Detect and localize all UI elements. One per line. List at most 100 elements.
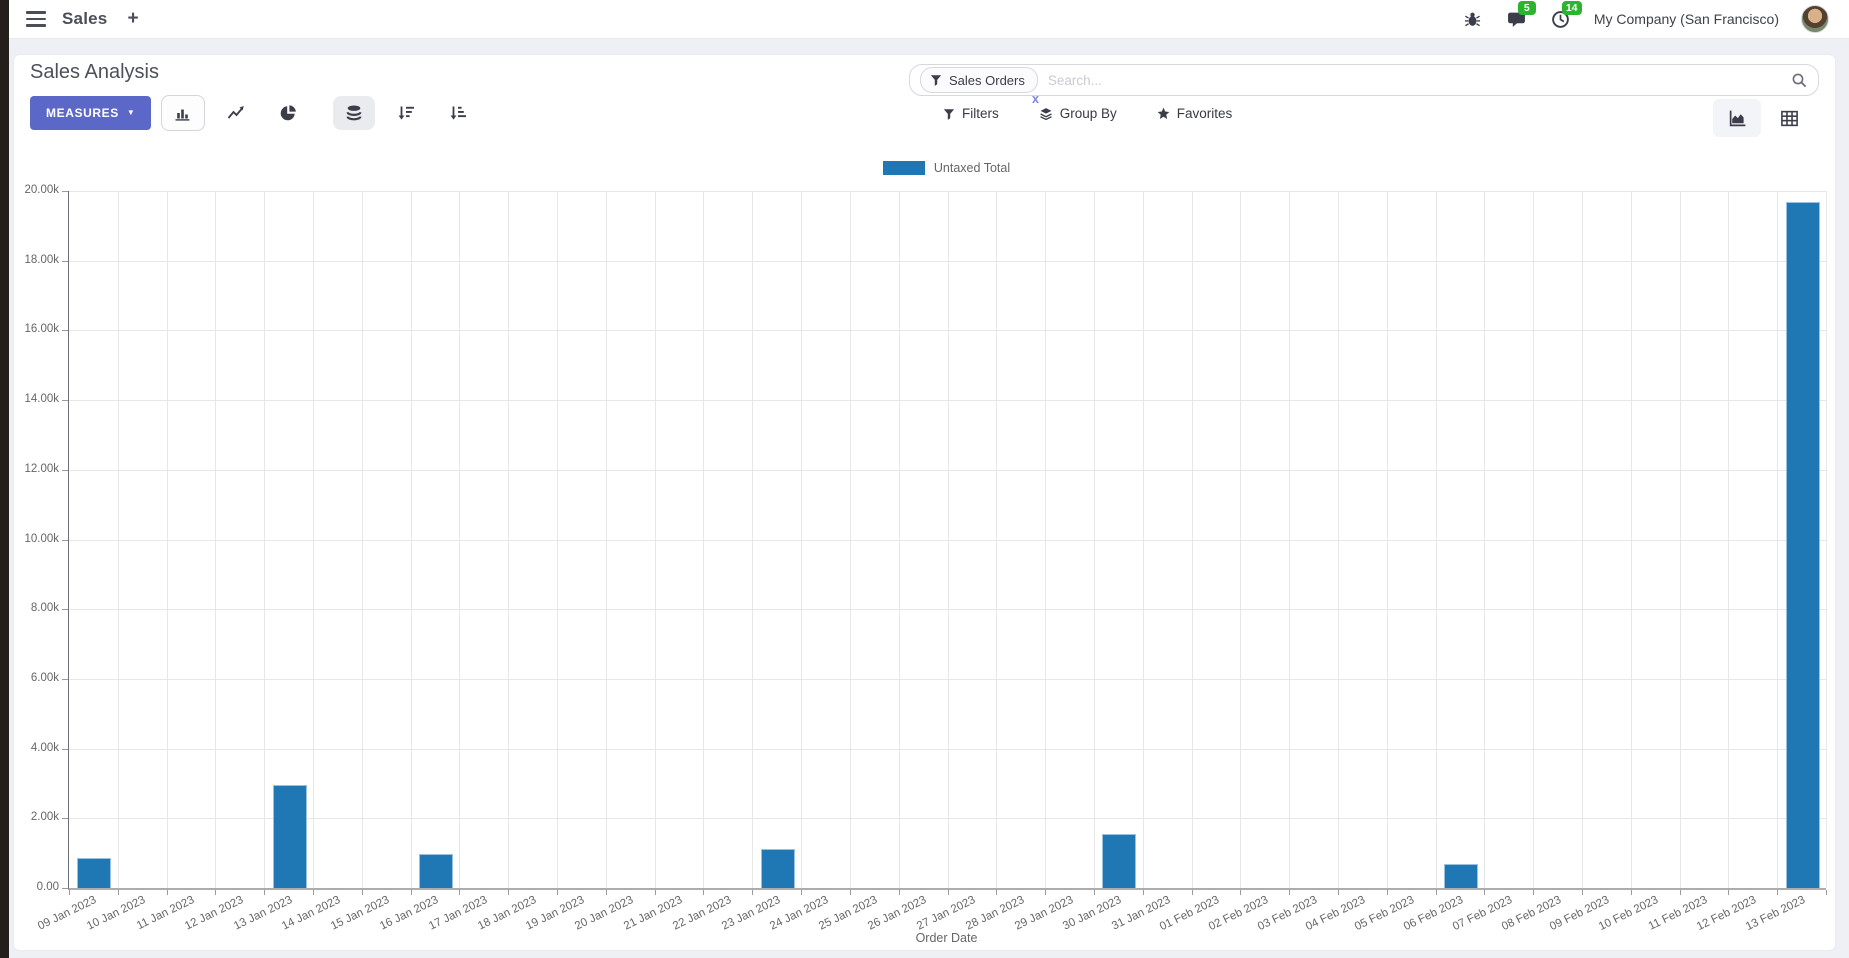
grid-line-vertical [557, 191, 559, 888]
x-axis-tick [1728, 890, 1730, 895]
y-axis-tick [62, 330, 68, 332]
x-axis-tick [703, 890, 705, 895]
y-axis-tick [62, 191, 68, 192]
stacked-button[interactable] [333, 96, 376, 130]
facet-label: Sales Orders [949, 72, 1025, 88]
grid-line-vertical [1093, 191, 1095, 888]
x-axis-tick [1240, 890, 1242, 895]
grid-line-vertical [1826, 191, 1827, 888]
pivot-view-button[interactable] [1765, 99, 1813, 137]
grid-line-vertical [1679, 191, 1681, 888]
x-axis-tick [1630, 890, 1632, 895]
chart-legend[interactable]: Untaxed Total [68, 161, 1825, 175]
line-chart-icon [228, 106, 245, 119]
grid-line-vertical [996, 191, 998, 888]
grid-line-vertical [264, 191, 266, 888]
sort-descending-button[interactable] [385, 96, 427, 130]
facet-remove-button[interactable]: x [1032, 92, 1039, 106]
x-axis-tick [1093, 890, 1095, 895]
grid-line-vertical [215, 191, 217, 888]
bar-13-feb-2023[interactable] [1785, 201, 1820, 888]
grid-line-vertical [1581, 191, 1583, 888]
grid-line-vertical [1533, 191, 1535, 888]
grid-line-vertical [1777, 191, 1779, 888]
sort-ascending-icon [450, 106, 467, 120]
bar-13-jan-2023[interactable] [272, 785, 307, 888]
new-tab-button[interactable]: + [127, 8, 139, 29]
grid-line-vertical [410, 191, 412, 888]
x-axis-tick [605, 890, 607, 895]
grid-line-vertical [1191, 191, 1193, 888]
top-navbar: Sales + 5 [0, 0, 1849, 39]
x-axis-tick [361, 890, 363, 895]
grid-line-vertical [1435, 191, 1437, 888]
x-axis-tick [69, 890, 70, 895]
app-name[interactable]: Sales [62, 9, 108, 28]
company-switcher[interactable]: My Company (San Francisco) [1593, 11, 1779, 27]
bar-30-jan-2023[interactable] [1102, 833, 1137, 888]
y-axis-tick [62, 609, 68, 611]
grid-line-vertical [849, 191, 851, 888]
x-axis-tick [166, 890, 168, 895]
debug-bug-icon[interactable] [1462, 8, 1484, 30]
pivot-table-icon [1780, 110, 1798, 126]
grid-line-vertical [1630, 191, 1632, 888]
x-axis-tick [1777, 890, 1779, 895]
bar-06-feb-2023[interactable] [1443, 864, 1478, 888]
pie-chart-button[interactable] [267, 96, 309, 130]
messages-icon[interactable]: 5 [1506, 1, 1536, 30]
search-facet-sales-orders[interactable]: Sales Orders [920, 67, 1038, 93]
activities-clock-icon[interactable]: 14 [1550, 1, 1582, 30]
bar-chart-button[interactable] [161, 95, 206, 131]
grid-line-vertical [752, 191, 754, 888]
grid-line-vertical [605, 191, 607, 888]
sort-ascending-button[interactable] [437, 96, 479, 130]
line-chart-button[interactable] [215, 96, 257, 130]
graph-view-button[interactable] [1713, 99, 1761, 137]
y-axis-tick [62, 888, 68, 889]
x-axis-tick [1581, 890, 1583, 895]
bar-chart-icon [175, 109, 190, 121]
x-axis-tick [1533, 890, 1535, 895]
grid-line-vertical [459, 191, 461, 888]
filters-menu[interactable]: Filters [943, 106, 999, 121]
x-axis-tick [215, 890, 217, 895]
grid-line-vertical [947, 191, 949, 888]
messages-count-badge: 5 [1517, 1, 1536, 15]
y-axis-label: 6.00k [30, 671, 59, 684]
left-edge-strip [0, 0, 9, 958]
search-bar[interactable]: Sales Orders x [909, 64, 1819, 105]
x-axis-tick [117, 890, 119, 895]
grid-line-vertical [898, 191, 900, 888]
x-axis-tick [752, 890, 754, 895]
bar-09-jan-2023[interactable] [77, 858, 112, 888]
chevron-down-icon: ▼ [126, 108, 136, 117]
search-options: Filters Group By Favorites [943, 106, 1232, 121]
apps-menu-icon[interactable] [26, 11, 46, 27]
x-axis-tick [1142, 890, 1144, 895]
view-switcher [1713, 99, 1813, 137]
x-axis-tick [1826, 890, 1827, 895]
x-axis-tick [1679, 890, 1681, 895]
star-icon [1157, 107, 1170, 119]
x-axis-tick [313, 890, 315, 895]
grid-line-vertical [313, 191, 315, 888]
grid-line-vertical [1142, 191, 1144, 888]
x-axis-tick [264, 890, 266, 895]
bar-23-jan-2023[interactable] [760, 849, 795, 888]
magnifier-icon[interactable] [1791, 72, 1808, 89]
bar-16-jan-2023[interactable] [419, 853, 454, 888]
y-axis-label: 2.00k [30, 811, 59, 824]
grid-line-vertical [117, 191, 119, 888]
user-avatar[interactable] [1801, 5, 1829, 33]
group-by-menu[interactable]: Group By [1039, 106, 1117, 121]
grid-line-vertical [1484, 191, 1486, 888]
favorites-menu[interactable]: Favorites [1157, 106, 1232, 121]
grid-line-vertical [1289, 191, 1291, 888]
search-input[interactable] [1047, 72, 1791, 88]
y-axis-label: 14.00k [24, 393, 59, 406]
measures-button[interactable]: MEASURES ▼ [30, 96, 152, 130]
page-title: Sales Analysis [30, 61, 159, 83]
x-axis-tick [410, 890, 412, 895]
